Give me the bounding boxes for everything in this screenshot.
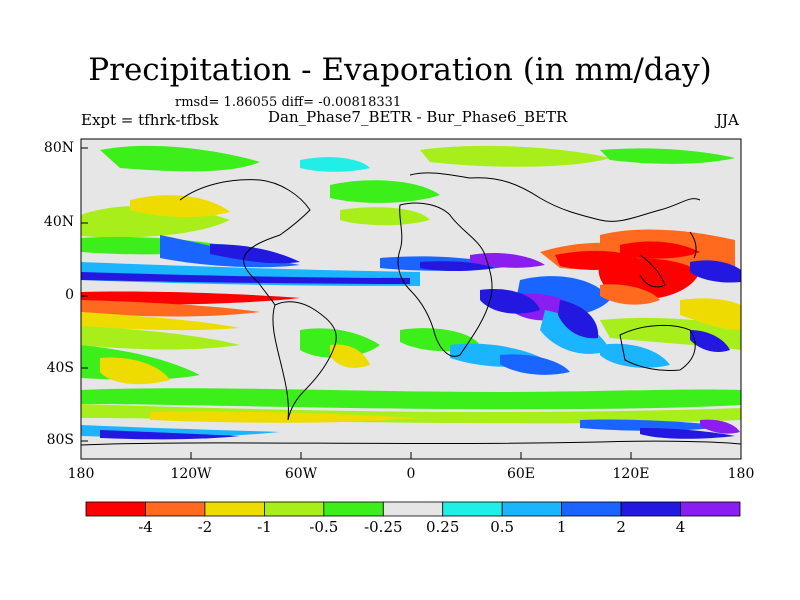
colorbar-swatch (680, 501, 741, 517)
coast-eurasia (409, 172, 701, 222)
field-patch (300, 157, 370, 172)
field-patch (500, 354, 570, 375)
chart-title: Precipitation - Evaporation (in mm/day) (88, 52, 712, 88)
lat-label-40N: 40N (43, 214, 74, 230)
lat-label-40S: 40S (46, 360, 74, 376)
field-patch (81, 300, 260, 317)
lon-label-120E: 120E (612, 466, 650, 482)
field-patch (100, 145, 260, 172)
colorbar-swatch (85, 501, 146, 517)
field-patch (690, 330, 730, 352)
colorbar-swatch (204, 501, 265, 517)
field-patch (81, 272, 410, 284)
coastlines (81, 172, 741, 446)
lon-label-120W: 120W (170, 466, 212, 482)
field-patch (210, 244, 300, 264)
lon-label-60E: 60E (506, 466, 536, 482)
lon-label-60W: 60W (284, 466, 318, 482)
field-patch (330, 344, 370, 368)
precip-evap-field (81, 139, 741, 459)
field-patch (81, 291, 300, 305)
stats-rmsd-diff: rmsd= 1.86055 diff= -0.00818331 (175, 95, 402, 110)
colorbar-label: -4 (138, 518, 153, 536)
colorbar-swatch (561, 501, 622, 517)
field-patch (100, 430, 240, 440)
lat-label-80N: 80N (43, 140, 74, 156)
field-patch (420, 261, 495, 271)
field-patch (600, 284, 660, 305)
field-patch (558, 300, 599, 339)
field-patch (81, 312, 240, 331)
field-patch (81, 326, 240, 350)
colorbar-label: -1 (257, 518, 272, 536)
field-patch (640, 428, 735, 439)
field-patch (690, 260, 741, 283)
coast-south-america (274, 301, 337, 421)
field-patch (150, 411, 420, 423)
field-patch (340, 207, 430, 226)
season-label: JJA (716, 111, 739, 129)
colorbar-swatch (263, 501, 325, 517)
colorbar-label: -0.5 (309, 518, 339, 536)
colorbar-swatch (620, 501, 681, 517)
colorbar-swatch (382, 501, 444, 517)
field-patch (330, 180, 440, 203)
experiment-label: Expt = tfhrk-tfbsk (81, 111, 219, 129)
coast-antarctica (81, 440, 741, 446)
colorbar-swatch (145, 501, 206, 517)
field-patch (680, 298, 741, 330)
coast-north-america (179, 179, 311, 306)
coast-africa (397, 202, 493, 357)
colorbar-label: 1 (556, 518, 567, 536)
colorbar-label: 4 (675, 518, 686, 536)
colorbar-label: 2 (616, 518, 626, 536)
colorbar-swatch (442, 501, 503, 517)
field-patch (600, 148, 735, 164)
field-patch (300, 328, 380, 358)
coast-south-america-west (272, 304, 289, 421)
coast-indochina (639, 254, 666, 288)
field-patch (580, 419, 730, 431)
field-patch (100, 357, 170, 385)
field-patch (620, 241, 700, 259)
lat-label-80S: 80S (46, 432, 74, 448)
difference-label: Dan_Phase7_BETR - Bur_Phase6_BETR (268, 108, 568, 126)
colorbar-label: -0.25 (364, 518, 403, 536)
axis-ticks (81, 147, 632, 459)
coast-australia (619, 325, 696, 371)
field-patch (470, 253, 545, 268)
lon-label-0: 0 (406, 466, 416, 482)
field-patch (700, 419, 740, 434)
coast-japan (689, 231, 697, 259)
colorbar-label: 0.25 (425, 518, 460, 536)
colorbar (85, 501, 741, 517)
colorbar-label: 0.5 (490, 518, 515, 536)
field-patch (420, 145, 610, 167)
lon-label-180-east: 180 (727, 466, 755, 482)
field-patch (130, 195, 230, 218)
lat-label-0: 0 (65, 287, 74, 303)
colorbar-swatch (501, 501, 563, 517)
colorbar-swatch (323, 501, 384, 517)
lon-label-180-west: 180 (67, 466, 95, 482)
field-patch (600, 343, 670, 368)
field-patch (480, 289, 540, 314)
field-patch (81, 388, 741, 410)
colorbar-label: -2 (197, 518, 213, 536)
